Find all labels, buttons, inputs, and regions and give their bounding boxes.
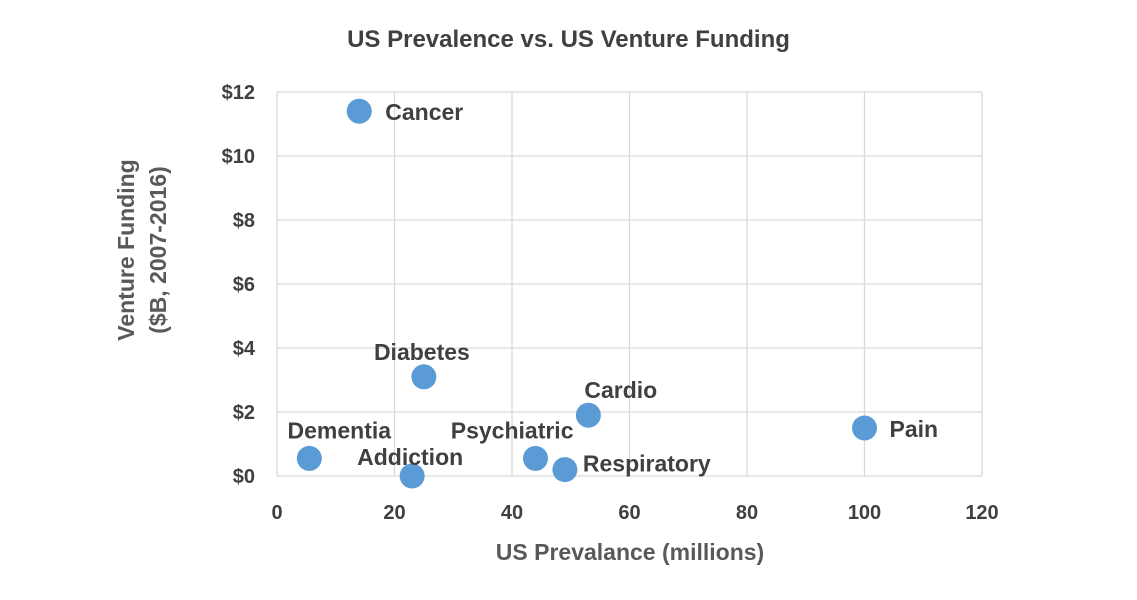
data-point-cancer: [346, 98, 372, 124]
x-tick-label: 40: [501, 502, 523, 524]
data-point-diabetes: [411, 364, 437, 390]
point-labels: Cancer Diabetes Cardio Pain Dementia Psychiat…: [288, 99, 939, 476]
data-point-psychiatric: [523, 445, 548, 471]
point-label-cancer: Cancer: [385, 99, 463, 125]
gridlines: [276, 91, 983, 477]
point-label-dementia: Dementia: [288, 417, 392, 443]
y-tick-label: $12: [222, 82, 255, 104]
data-point-respiratory: [552, 457, 578, 483]
point-label-pain: Pain: [890, 416, 939, 442]
y-tick-label: $2: [233, 402, 255, 424]
y-tick-label: $8: [233, 210, 255, 232]
y-tick-label: $6: [233, 274, 255, 296]
point-label-psychiatric: Psychiatric: [451, 417, 574, 443]
point-label-respiratory: Respiratory: [583, 451, 711, 477]
y-tick-label: $4: [233, 338, 256, 360]
x-tick-label: 60: [618, 502, 640, 524]
data-point-cardio: [575, 402, 601, 428]
x-tick-label: 20: [383, 502, 405, 524]
chart-title: US Prevalence vs. US Venture Funding: [347, 26, 790, 53]
x-tick-label: 0: [271, 502, 282, 524]
x-axis-title: US Prevalance (millions): [496, 539, 764, 565]
y-tick-labels: $0 $2 $4 $6 $8 $10 $12: [222, 82, 256, 488]
y-tick-label: $10: [222, 146, 255, 168]
y-tick-label: $0: [233, 466, 255, 488]
data-point-dementia: [296, 445, 322, 471]
y-axis-title-line: Venture Funding: [113, 159, 139, 340]
x-tick-label: 80: [736, 502, 758, 524]
point-label-diabetes: Diabetes: [374, 339, 470, 365]
x-tick-label: 120: [965, 502, 998, 524]
data-point-addiction: [399, 463, 425, 489]
y-axis-title-line: ($B, 2007-2016): [145, 166, 171, 334]
data-point-pain: [852, 415, 877, 441]
x-tick-label: 100: [848, 502, 881, 524]
point-label-addiction: Addiction: [357, 444, 463, 470]
x-tick-labels: 0 20 40 60 80 100 120: [271, 502, 998, 524]
y-axis-title: Venture Funding ($B, 2007-2016): [113, 159, 171, 340]
point-label-cardio: Cardio: [584, 377, 657, 403]
data-points: [296, 98, 877, 489]
